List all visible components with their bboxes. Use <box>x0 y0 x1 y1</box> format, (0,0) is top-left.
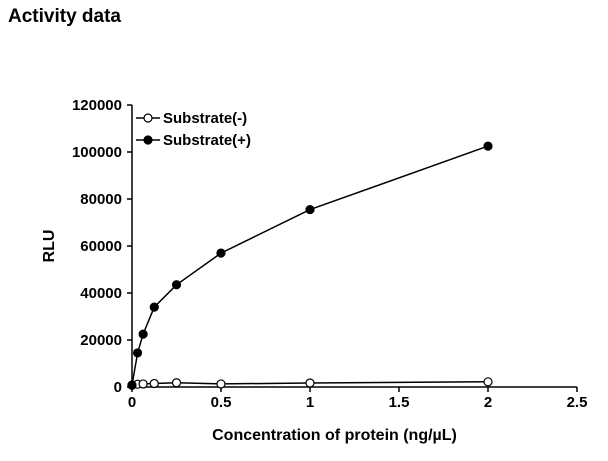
legend-marker <box>143 135 153 145</box>
y-tick-label: 0 <box>114 379 122 396</box>
data-point <box>483 377 493 387</box>
data-point <box>127 380 137 390</box>
x-tick-label: 2 <box>484 394 492 411</box>
data-point <box>132 348 143 358</box>
chart-ticks: 0 20000 40000 60000 80000 100000 120000 0 0.5 1 1.… <box>72 97 587 411</box>
data-point <box>149 378 159 389</box>
legend-entry: Substrate(-) <box>136 110 247 127</box>
x-tick-label: 2.5 <box>567 394 588 411</box>
y-tick-label: 80000 <box>80 191 122 208</box>
series-2 <box>127 141 493 390</box>
x-tick-label: 1 <box>306 394 314 411</box>
y-tick-label: 60000 <box>80 238 122 255</box>
x-tick-label: 0.5 <box>211 394 232 411</box>
data-point <box>138 379 148 389</box>
data-point <box>171 280 182 290</box>
y-tick-label: 20000 <box>80 332 122 349</box>
legend-entry: Substrate(+) <box>136 132 251 149</box>
data-point <box>305 378 315 388</box>
data-point <box>171 378 182 388</box>
y-tick-label: 120000 <box>72 97 122 114</box>
chart-series <box>127 141 493 390</box>
x-axis-title: Concentration of protein (ng/µL) <box>212 427 457 444</box>
legend-label: Substrate(-) <box>163 110 247 127</box>
data-point <box>305 204 315 215</box>
data-point <box>216 379 226 389</box>
data-point <box>216 248 226 258</box>
y-tick-label: 40000 <box>80 285 122 302</box>
chart-legend: Substrate(-) Substrate(+) <box>136 110 251 149</box>
y-tick-label: 100000 <box>72 144 122 161</box>
data-point <box>483 141 493 151</box>
y-axis-title: RLU <box>41 230 58 263</box>
page-title: Activity data <box>8 6 121 27</box>
legend-label: Substrate(+) <box>163 132 251 149</box>
data-point <box>149 302 159 312</box>
x-tick-label: 1.5 <box>389 394 410 411</box>
legend-marker <box>143 113 153 123</box>
data-point <box>138 329 148 339</box>
x-tick-label: 0 <box>128 394 136 411</box>
series-line <box>131 145 489 386</box>
